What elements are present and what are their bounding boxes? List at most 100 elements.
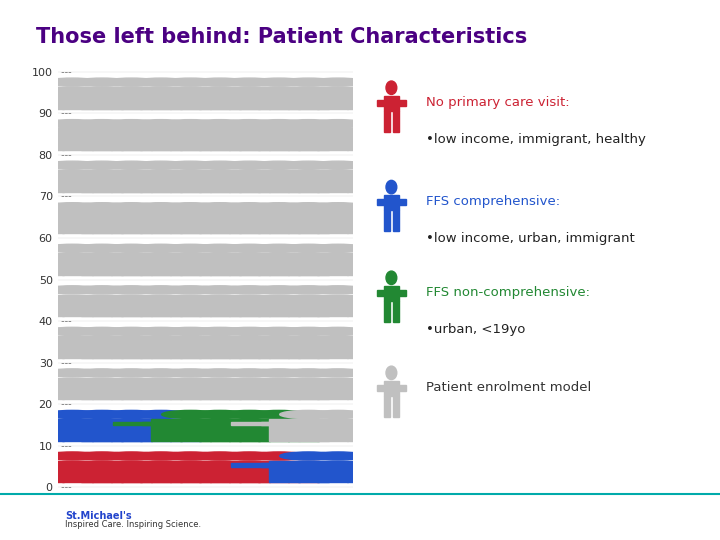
- Polygon shape: [54, 131, 209, 134]
- Polygon shape: [261, 172, 415, 176]
- Polygon shape: [32, 170, 112, 179]
- Polygon shape: [298, 262, 329, 275]
- Polygon shape: [81, 428, 112, 441]
- Polygon shape: [91, 138, 122, 150]
- Polygon shape: [62, 461, 142, 470]
- Polygon shape: [113, 297, 268, 301]
- Circle shape: [73, 369, 130, 377]
- Polygon shape: [347, 428, 378, 441]
- Polygon shape: [180, 387, 211, 400]
- Polygon shape: [81, 221, 112, 233]
- Text: ---: ---: [58, 316, 71, 326]
- Circle shape: [310, 410, 366, 418]
- Polygon shape: [269, 461, 348, 470]
- Polygon shape: [140, 470, 171, 482]
- Polygon shape: [84, 297, 238, 301]
- Polygon shape: [91, 470, 122, 482]
- Polygon shape: [180, 262, 211, 275]
- Circle shape: [103, 286, 160, 294]
- Circle shape: [162, 286, 219, 294]
- Polygon shape: [347, 346, 378, 358]
- Polygon shape: [111, 346, 142, 358]
- Polygon shape: [0, 339, 150, 342]
- Polygon shape: [229, 179, 260, 192]
- Polygon shape: [172, 255, 327, 259]
- Circle shape: [103, 202, 160, 211]
- Polygon shape: [81, 138, 112, 150]
- Circle shape: [310, 161, 366, 169]
- Circle shape: [162, 202, 219, 211]
- Polygon shape: [261, 255, 415, 259]
- Polygon shape: [32, 179, 63, 192]
- Polygon shape: [231, 380, 386, 384]
- Polygon shape: [32, 336, 112, 346]
- Polygon shape: [258, 387, 289, 400]
- Polygon shape: [54, 422, 209, 426]
- Polygon shape: [231, 172, 386, 176]
- Polygon shape: [384, 381, 399, 396]
- Circle shape: [132, 327, 189, 335]
- Circle shape: [310, 286, 366, 294]
- Circle shape: [221, 78, 278, 86]
- Polygon shape: [150, 294, 230, 304]
- Circle shape: [386, 180, 397, 194]
- Polygon shape: [210, 212, 289, 221]
- Polygon shape: [393, 211, 399, 231]
- Polygon shape: [269, 87, 348, 96]
- Polygon shape: [180, 96, 211, 109]
- Polygon shape: [239, 461, 319, 470]
- Polygon shape: [54, 339, 209, 342]
- Text: Patient enrolment model: Patient enrolment model: [426, 381, 591, 394]
- Polygon shape: [210, 179, 240, 192]
- Polygon shape: [172, 422, 327, 426]
- Polygon shape: [91, 377, 171, 387]
- Circle shape: [44, 161, 101, 169]
- Polygon shape: [0, 172, 150, 176]
- Circle shape: [310, 327, 366, 335]
- Circle shape: [103, 120, 160, 128]
- Polygon shape: [298, 170, 378, 179]
- Polygon shape: [170, 96, 201, 109]
- Text: ---: ---: [58, 150, 71, 160]
- Polygon shape: [150, 304, 181, 316]
- Circle shape: [280, 202, 337, 211]
- Polygon shape: [54, 89, 209, 93]
- Circle shape: [386, 271, 397, 285]
- Polygon shape: [0, 89, 150, 93]
- Polygon shape: [140, 428, 171, 441]
- Polygon shape: [202, 463, 356, 467]
- Polygon shape: [288, 387, 319, 400]
- Polygon shape: [239, 221, 270, 233]
- Polygon shape: [91, 346, 122, 358]
- Polygon shape: [150, 170, 230, 179]
- Circle shape: [280, 410, 337, 418]
- Polygon shape: [377, 199, 406, 205]
- Polygon shape: [62, 262, 93, 275]
- Polygon shape: [84, 214, 238, 218]
- Polygon shape: [210, 336, 289, 346]
- Polygon shape: [121, 419, 201, 428]
- Circle shape: [73, 410, 130, 418]
- Polygon shape: [288, 138, 319, 150]
- Polygon shape: [210, 346, 240, 358]
- Polygon shape: [32, 221, 63, 233]
- Polygon shape: [210, 262, 240, 275]
- Polygon shape: [269, 129, 348, 138]
- Polygon shape: [298, 294, 378, 304]
- Polygon shape: [347, 387, 378, 400]
- Polygon shape: [150, 346, 181, 358]
- Polygon shape: [121, 387, 152, 400]
- Circle shape: [103, 452, 160, 460]
- Circle shape: [162, 78, 219, 86]
- Polygon shape: [318, 387, 348, 400]
- Polygon shape: [91, 212, 171, 221]
- Polygon shape: [199, 346, 230, 358]
- Polygon shape: [91, 461, 171, 470]
- Polygon shape: [121, 179, 152, 192]
- Polygon shape: [150, 262, 181, 275]
- Polygon shape: [121, 253, 201, 262]
- Polygon shape: [261, 380, 415, 384]
- Polygon shape: [81, 470, 112, 482]
- Polygon shape: [84, 255, 238, 259]
- Polygon shape: [229, 262, 260, 275]
